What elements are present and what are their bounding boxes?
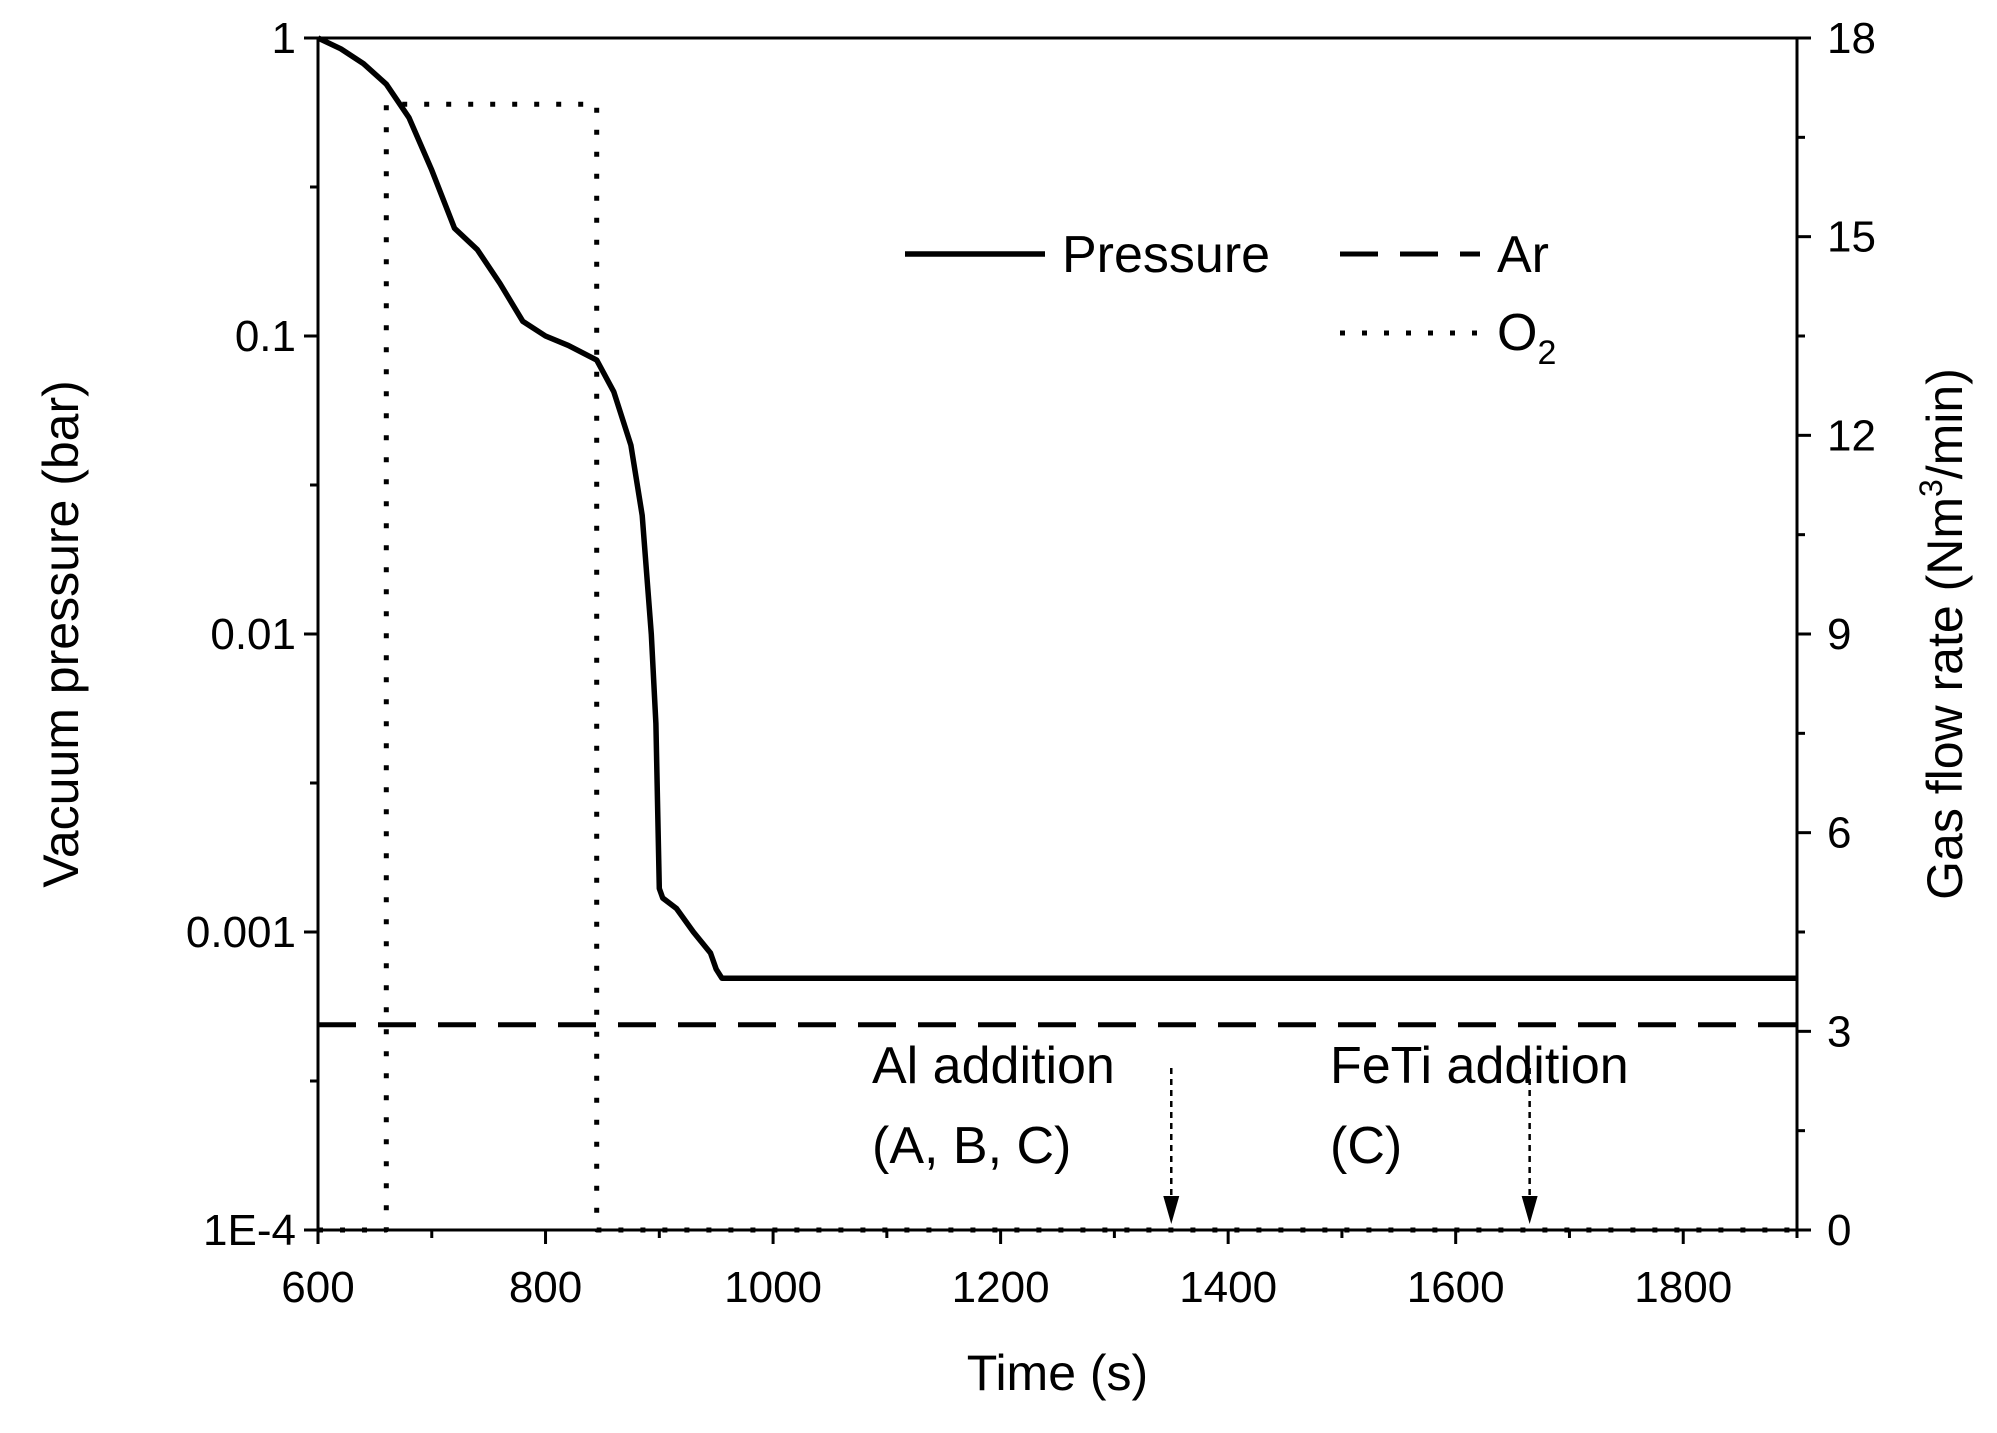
y-left-tick-label: 1E-4 (203, 1206, 296, 1255)
legend-pressure-label: Pressure (1062, 226, 1270, 284)
al-addition-label-line1: Al addition (872, 1037, 1115, 1095)
x-axis-label: Time (s) (967, 1345, 1148, 1401)
axes-layer: 600 800 1000 1200 1400 1600 1800 Time (s) 1E-4 0.… (33, 14, 1973, 1401)
y-right-label-main: Gas flow rate (Nm (1917, 497, 1973, 900)
legend-o2-main: O (1497, 304, 1537, 362)
x-tick-label: 1800 (1634, 1263, 1732, 1312)
series-pressure-line (316, 35, 1797, 981)
legend-o2-sub: 2 (1537, 334, 1556, 372)
y-left-axis-label: Vacuum pressure (bar) (33, 380, 89, 888)
legend-layer: Pressure Ar O2 (905, 226, 1556, 372)
y-left-tick-label: 0.001 (186, 908, 296, 957)
x-tick-label: 1200 (952, 1263, 1050, 1312)
y-right-axis-label: Gas flow rate (Nm3/min) (1913, 368, 1973, 900)
y-left-tick-label: 0.01 (210, 610, 296, 659)
al-addition-label-line2: (A, B, C) (872, 1117, 1071, 1175)
legend-ar-label: Ar (1497, 226, 1549, 284)
legend-o2-label: O2 (1497, 304, 1556, 372)
feti-addition-label-line2: (C) (1330, 1117, 1402, 1175)
x-tick-label: 1000 (724, 1263, 822, 1312)
x-tick-label: 600 (281, 1263, 354, 1312)
y-right-tick-label: 9 (1827, 610, 1851, 659)
y-right-label-end: /min) (1917, 368, 1973, 479)
annotation-layer: Al addition (A, B, C) FeTi addition (C) (872, 1037, 1629, 1224)
y-right-tick-label: 6 (1827, 809, 1851, 858)
y-right-tick-label: 3 (1827, 1007, 1851, 1056)
feti-addition-arrow-head (1521, 1196, 1538, 1224)
x-tick-label: 1600 (1407, 1263, 1505, 1312)
y-right-tick-label: 18 (1827, 14, 1876, 63)
y-right-tick-label: 12 (1827, 411, 1876, 460)
x-tick-label: 1400 (1179, 1263, 1277, 1312)
y-right-tick-label: 0 (1827, 1206, 1851, 1255)
y-right-label-sup: 3 (1913, 479, 1949, 497)
al-addition-arrow-head (1163, 1196, 1180, 1224)
x-tick-label: 800 (509, 1263, 582, 1312)
y-left-tick-label: 1 (272, 14, 296, 63)
feti-addition-label-line1: FeTi addition (1330, 1037, 1629, 1095)
y-left-tick-label: 0.1 (235, 312, 296, 361)
y-right-tick-label: 15 (1827, 213, 1876, 262)
